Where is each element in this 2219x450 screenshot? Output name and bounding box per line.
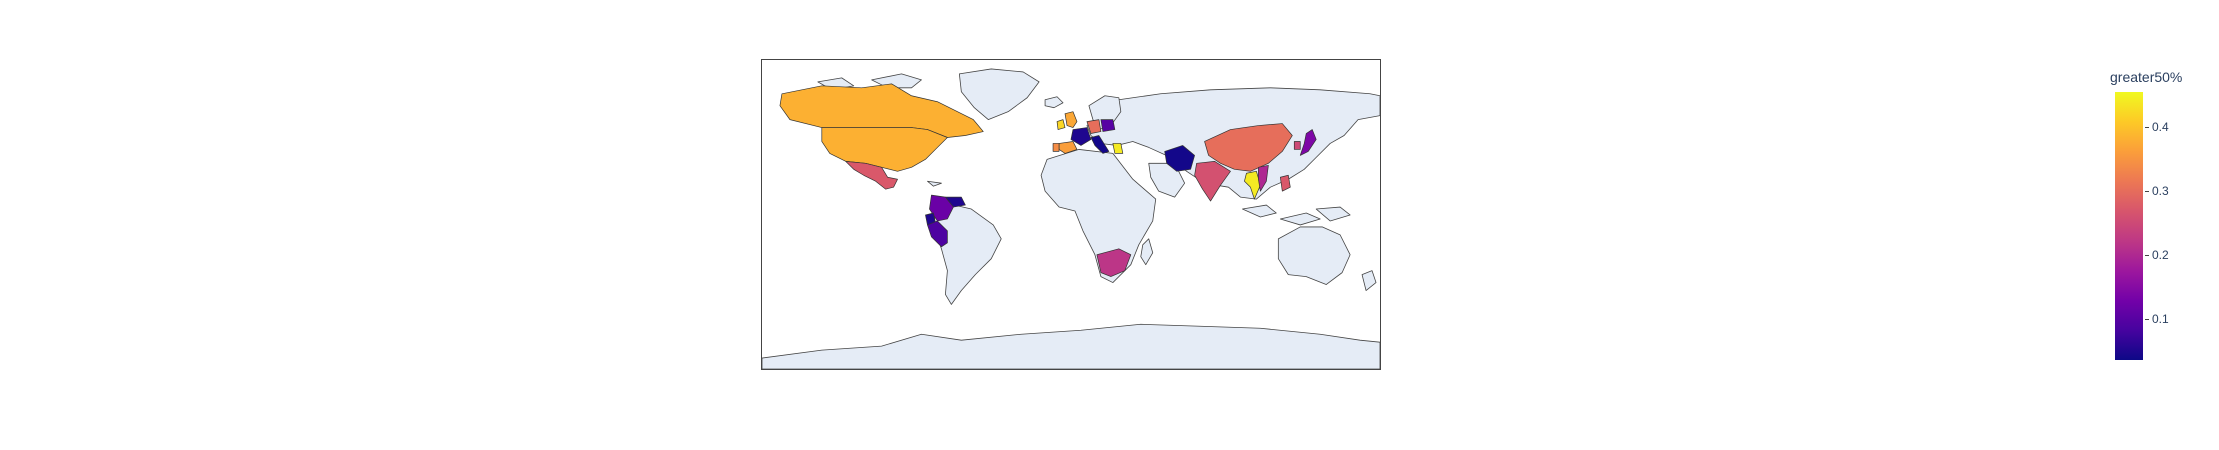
colorbar-tick-label: 0.3 [2152,183,2169,198]
land-new-zealand [1361,270,1377,291]
colorbar-tick-label: 0.1 [2152,311,2169,326]
data-countries [779,83,1317,277]
country-united-kingdom[interactable] [1064,111,1078,128]
land-indonesia [1242,204,1351,226]
colorbar-tick-mark [2145,318,2149,320]
land-iceland [1044,96,1064,109]
country-poland[interactable] [1100,119,1116,132]
choropleth-map[interactable] [761,59,1381,370]
colorbar-tick-label: 0.4 [2152,120,2169,135]
country-south-africa[interactable] [1096,248,1132,277]
country-thailand[interactable] [1244,170,1261,200]
country-japan[interactable] [1299,129,1317,156]
country-mexico[interactable] [845,160,898,190]
land-greenland [958,68,1040,121]
country-philippines[interactable] [1279,174,1291,192]
world-map-svg [762,68,1380,369]
country-greece[interactable] [1112,143,1124,154]
colorbar-gradient [2115,92,2143,360]
colorbar-tick-mark [2145,127,2149,129]
country-india[interactable] [1194,160,1231,202]
country-canada[interactable] [779,83,984,138]
country-italy[interactable] [1090,135,1110,154]
colorbar-title: greater50% [2110,69,2183,85]
colorbar-tick-mark [2145,190,2149,192]
country-iran[interactable] [1164,145,1195,172]
country-ireland[interactable] [1056,119,1066,130]
land-antarctica [762,323,1380,369]
country-peru[interactable] [927,220,948,248]
land-africa [1040,149,1157,283]
land-caribbean [927,180,942,187]
colorbar-tick-label: 0.2 [2152,247,2169,262]
country-colombia[interactable] [929,194,954,222]
country-vietnam[interactable] [1258,164,1269,192]
colorbar-tick-mark [2145,254,2149,256]
country-united-states[interactable] [821,127,948,172]
land-australia [1277,226,1351,285]
country-portugal[interactable] [1052,143,1060,152]
country-china[interactable] [1204,123,1293,172]
colorbar: greater50% 0.1 0.2 0.3 0.4 [2110,62,2219,372]
land-madagascar [1140,238,1154,266]
land-south-america [933,200,1002,305]
country-france[interactable] [1070,127,1092,146]
country-germany[interactable] [1086,119,1102,134]
country-south-korea[interactable] [1293,141,1301,150]
